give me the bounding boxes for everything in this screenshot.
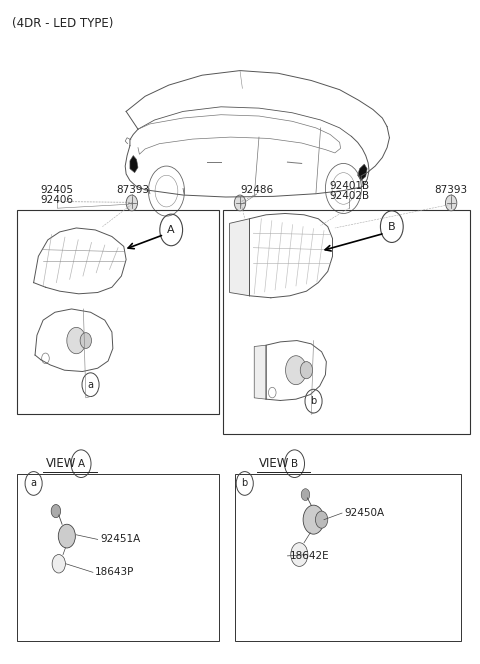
- Text: b: b: [241, 479, 248, 489]
- Text: 87393: 87393: [434, 185, 468, 195]
- Text: 92401B: 92401B: [329, 181, 369, 191]
- Text: (4DR - LED TYPE): (4DR - LED TYPE): [12, 17, 114, 31]
- Text: 92450A: 92450A: [344, 508, 384, 518]
- Circle shape: [301, 489, 310, 501]
- Circle shape: [300, 362, 312, 378]
- Text: a: a: [31, 479, 36, 489]
- Circle shape: [126, 195, 137, 211]
- Bar: [17, 210, 219, 414]
- Text: A: A: [168, 225, 175, 235]
- Circle shape: [303, 505, 324, 534]
- Text: b: b: [311, 396, 317, 406]
- Circle shape: [52, 554, 65, 573]
- Text: 92486: 92486: [240, 185, 273, 195]
- Bar: [235, 473, 461, 641]
- Polygon shape: [254, 345, 266, 399]
- Text: 92402B: 92402B: [329, 191, 369, 201]
- Circle shape: [80, 333, 92, 349]
- Text: VIEW: VIEW: [259, 457, 289, 470]
- Bar: [17, 473, 219, 641]
- Circle shape: [67, 327, 86, 354]
- Text: 92451A: 92451A: [100, 535, 140, 544]
- Circle shape: [291, 542, 308, 566]
- Circle shape: [286, 356, 306, 384]
- Circle shape: [445, 195, 457, 211]
- Polygon shape: [358, 164, 367, 181]
- Bar: [223, 210, 470, 434]
- Polygon shape: [229, 218, 250, 295]
- Text: a: a: [87, 380, 94, 390]
- Text: 92406: 92406: [41, 195, 74, 205]
- Text: 87393: 87393: [117, 185, 150, 195]
- Text: 18642E: 18642E: [290, 551, 329, 561]
- Text: VIEW: VIEW: [46, 457, 76, 470]
- Circle shape: [234, 195, 246, 211]
- Text: A: A: [77, 459, 84, 469]
- Circle shape: [51, 505, 60, 518]
- Circle shape: [58, 525, 75, 548]
- Text: 92405: 92405: [41, 185, 74, 195]
- Text: B: B: [388, 222, 396, 232]
- Circle shape: [315, 511, 328, 529]
- Text: 18643P: 18643P: [96, 567, 135, 577]
- Polygon shape: [130, 155, 138, 173]
- Text: B: B: [291, 459, 298, 469]
